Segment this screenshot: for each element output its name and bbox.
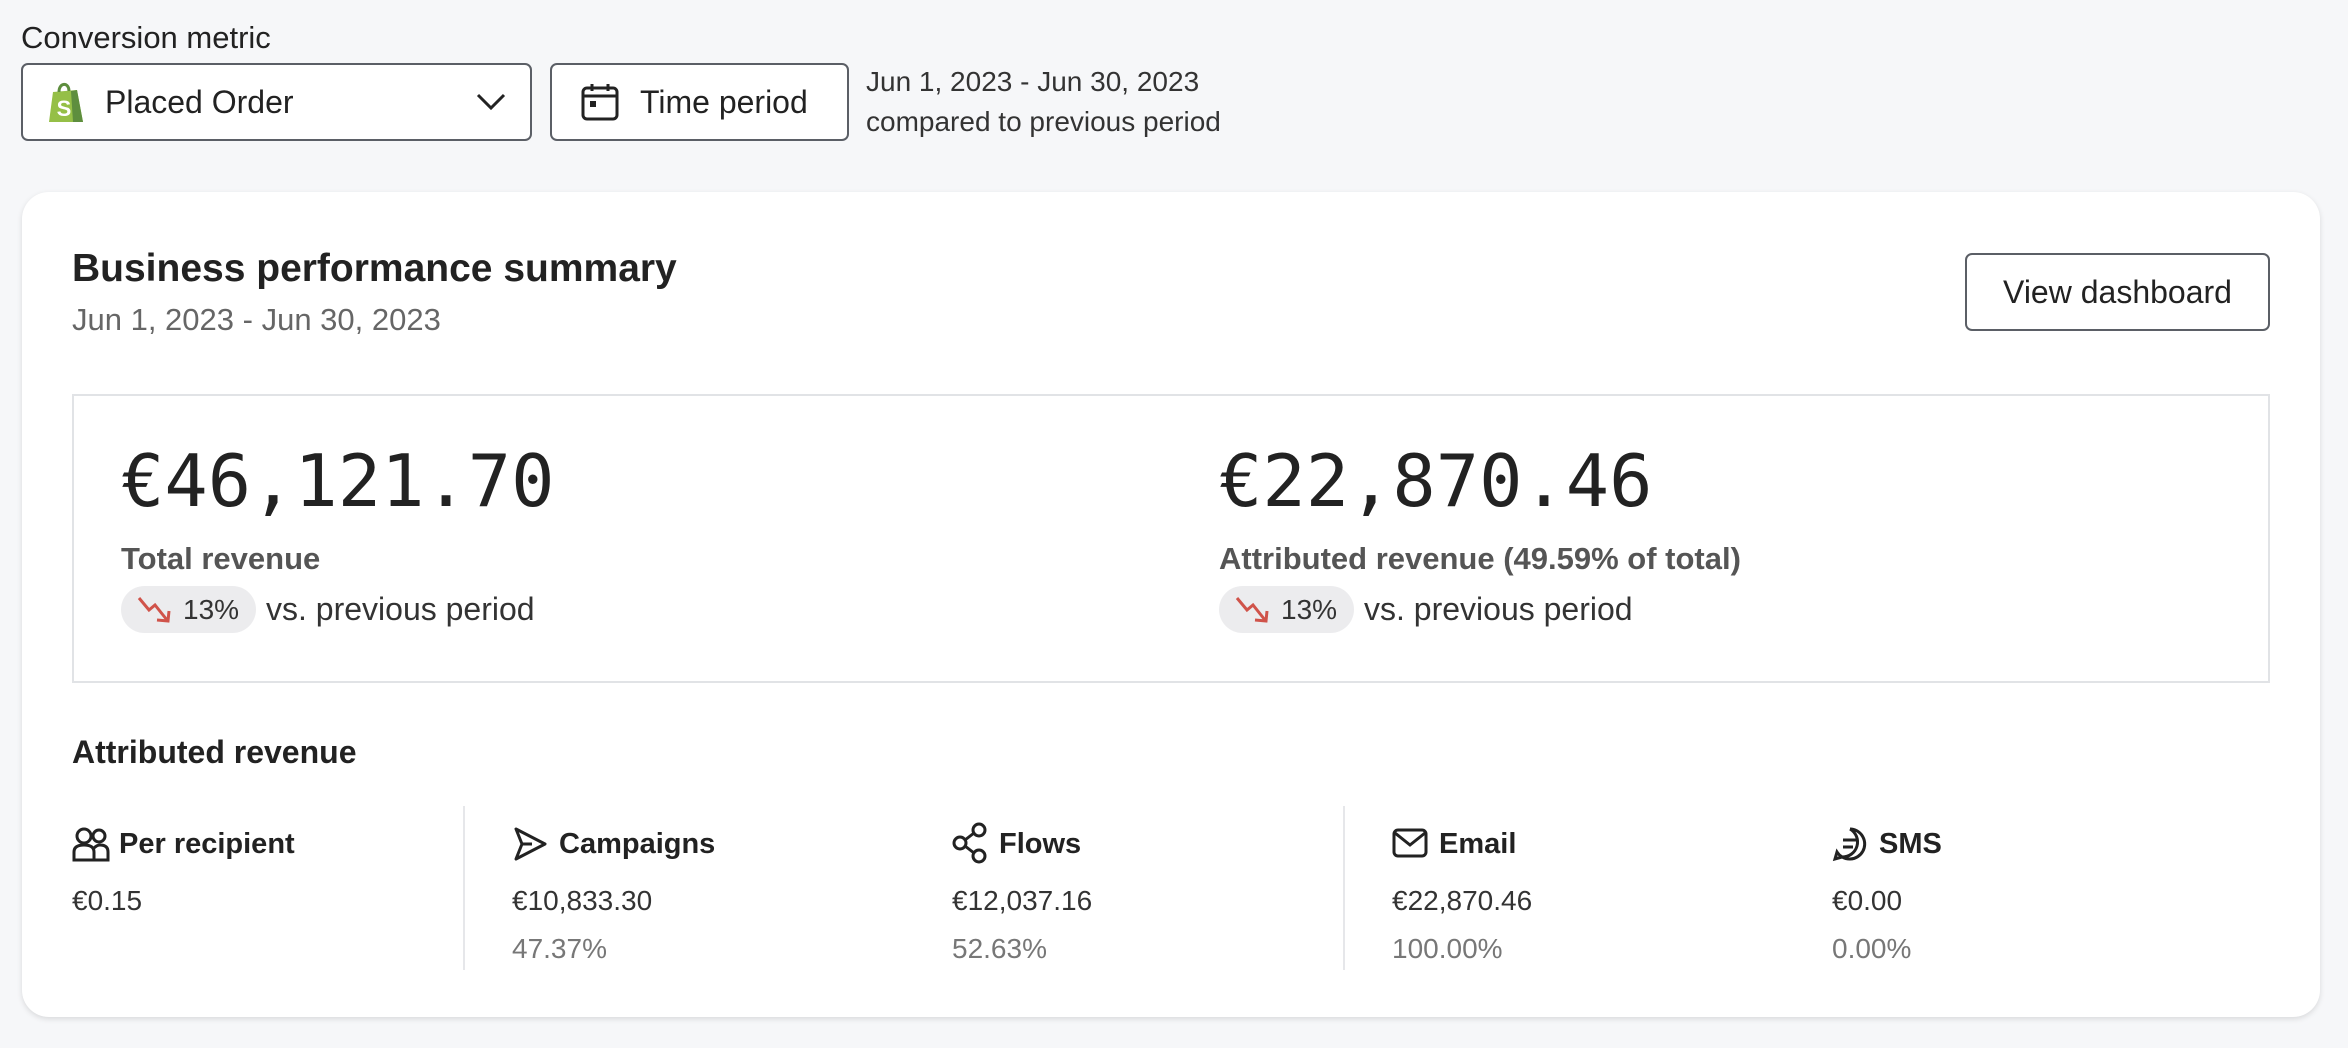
chevron-icon [476,93,506,111]
button-label: Time period [640,83,808,120]
change-value: 13% [183,593,240,625]
column-share: 0.00% [1832,933,1912,964]
calendar-icon [581,84,619,121]
field-label: Conversion metric [21,20,271,55]
button-label: View dashboard [2003,273,2232,310]
column-share: 100.00% [1392,933,1503,964]
card-title: Business performance summary [72,247,677,290]
column-divider [1343,806,1345,970]
campaign-icon [514,827,547,861]
column-value: €0.00 [1832,885,1903,916]
metric-value: €46,121.70 [121,439,555,523]
change-note: vs. previous period [1364,591,1633,627]
card-subtitle: Jun 1, 2023 - Jun 30, 2023 [72,302,441,337]
date-range: Jun 1, 2023 - Jun 30, 2023 [866,66,1200,97]
column-share: 47.37% [512,933,607,964]
change-pill: 13% [121,586,256,633]
column-value: €10,833.30 [512,885,653,916]
dropdown-value: Placed Order [105,83,294,120]
column-label: Flows [999,828,1082,860]
column-label: Campaigns [559,828,716,860]
svg-text:S: S [57,96,72,121]
column-value: €22,870.46 [1392,885,1533,916]
summary-card: Business performance summary Jun 1, 2023… [22,192,2320,1017]
email-icon [1392,828,1428,858]
column-value: €12,037.16 [952,885,1093,916]
trend-down-icon [1235,596,1269,623]
view-dashboard-button[interactable]: View dashboard [1965,253,2270,331]
flow-icon [952,822,987,864]
column-share: 52.63% [952,933,1047,964]
column-label: SMS [1879,828,1942,860]
metric-value: €22,870.46 [1219,439,1653,523]
column-value: €0.15 [72,885,143,916]
time-period-button[interactable]: Time period [550,63,849,141]
column-label: Email [1439,828,1517,860]
metric-dropdown[interactable]: S Placed Order [21,63,532,141]
people-icon [72,827,110,862]
column-divider [463,806,465,970]
section-title: Attributed revenue [72,734,357,770]
change-value: 13% [1281,593,1338,625]
trend-down-icon [137,596,171,623]
change-note: vs. previous period [266,591,535,627]
metric-label: Attributed revenue (49.59% of total) [1219,541,1741,576]
shopify-icon: S [49,82,83,122]
change-pill: 13% [1219,586,1354,633]
metric-label: Total revenue [121,541,321,576]
comparison-note: compared to previous period [866,106,1221,137]
sms-icon [1832,827,1867,862]
metrics-panel: €46,121.70 Total revenue 13% vs. previou… [72,394,2270,683]
column-label: Per recipient [119,828,295,860]
